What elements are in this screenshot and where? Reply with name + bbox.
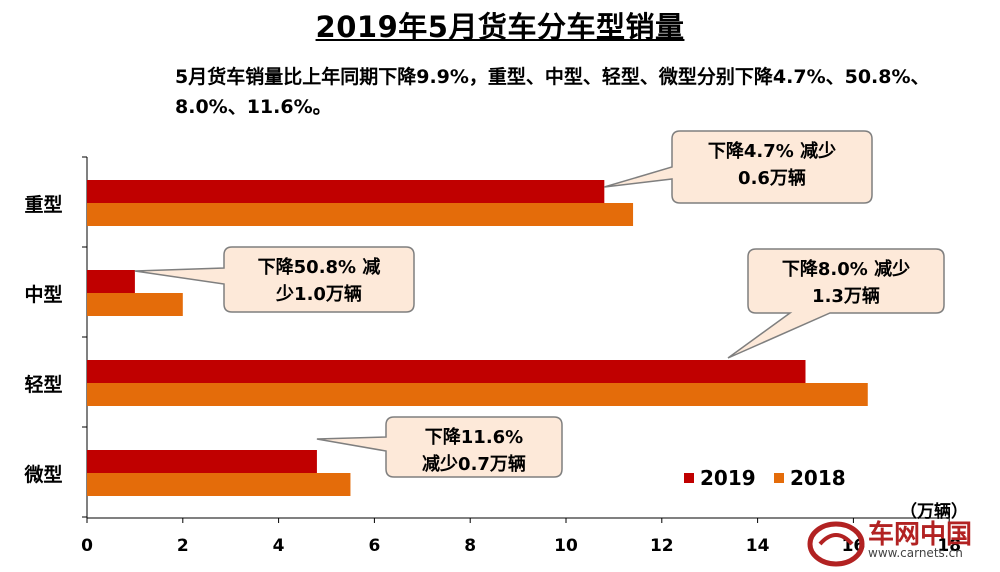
bar-2018-1 — [87, 203, 634, 226]
bar-2019-4 — [87, 450, 317, 473]
chart-title: 2019年5月货车分车型销量 — [315, 10, 685, 44]
bar-2019-2 — [87, 270, 135, 293]
bar-2018-3 — [87, 383, 868, 406]
legend-swatch-2018 — [774, 473, 784, 483]
x-tick-label: 8 — [464, 536, 476, 556]
bar-2019-3 — [87, 360, 806, 383]
bar-2018-2 — [87, 293, 183, 316]
callout-text-2: 少1.0万辆 — [275, 283, 362, 305]
bar-2018-4 — [87, 473, 351, 496]
x-tick-label: 18 — [937, 536, 961, 556]
category-label-light: 轻型 — [24, 374, 63, 396]
x-tick-label: 14 — [746, 536, 770, 556]
x-axis-unit: （万辆） — [900, 502, 968, 522]
watermark-text: 车网中国 — [868, 520, 973, 550]
x-tick-label: 2 — [177, 536, 189, 556]
legend-label-2019: 2019 — [700, 466, 756, 490]
x-tick-label: 4 — [273, 536, 285, 556]
x-tick-label: 10 — [554, 536, 578, 556]
callout-box-2 — [134, 246, 415, 313]
callout-text-3: 1.3万辆 — [812, 285, 880, 307]
legend-swatch-2019 — [684, 473, 694, 483]
category-label-medium: 中型 — [24, 284, 63, 306]
callout-text-1: 0.6万辆 — [738, 167, 806, 189]
chart-subtitle: 5月货车销量比上年同期下降9.9%，重型、中型、轻型、微型分别下降4.7%、50… — [175, 66, 930, 118]
x-tick-label: 6 — [368, 536, 380, 556]
callout-text-2: 下降50.8% 减 — [258, 256, 381, 278]
x-tick-label: 12 — [650, 536, 674, 556]
callout-text-1: 下降4.7% 减少 — [708, 140, 836, 162]
callout-box-4 — [316, 416, 563, 478]
callout-text-4: 下降11.6% — [425, 426, 523, 448]
watermark-url: www.carnets.cn — [868, 546, 963, 560]
legend-2019: 2019 — [684, 466, 756, 490]
category-label-mini: 微型 — [24, 464, 63, 486]
watermark-logo: 车网中国 www.carnets.cn — [806, 514, 996, 570]
category-label-heavy: 重型 — [24, 194, 63, 216]
callout-box-3 — [727, 248, 945, 359]
bar-2019-1 — [87, 180, 605, 203]
callout-box-1 — [604, 130, 873, 204]
logo-icon — [807, 521, 865, 567]
legend-label-2018: 2018 — [790, 466, 846, 490]
x-tick-label: 0 — [81, 536, 93, 556]
callout-text-3: 下降8.0% 减少 — [782, 258, 910, 280]
callout-text-4: 减少0.7万辆 — [422, 453, 526, 475]
legend-2018: 2018 — [774, 466, 846, 490]
